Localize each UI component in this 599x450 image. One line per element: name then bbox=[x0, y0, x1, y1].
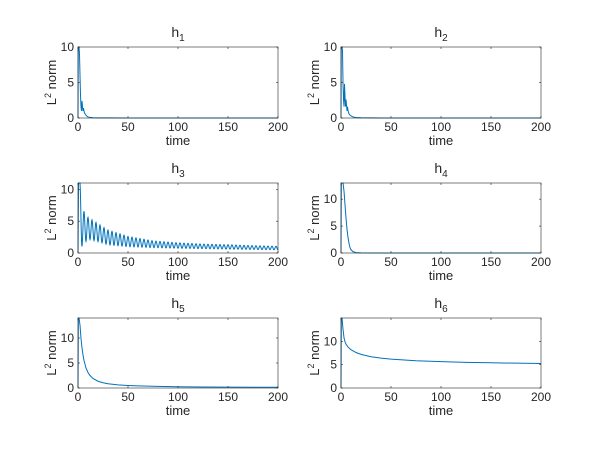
x-tick-label: 200 bbox=[268, 390, 288, 404]
plot-area bbox=[341, 318, 541, 388]
x-axis-label: time bbox=[429, 133, 454, 148]
y-axis-label: L2 norm bbox=[306, 330, 322, 375]
y-tick-label: 10 bbox=[61, 40, 75, 54]
x-tick-label: 100 bbox=[431, 390, 451, 404]
y-tick-label: 10 bbox=[61, 331, 75, 345]
x-tick-label: 50 bbox=[121, 255, 135, 269]
subplot-1: 0 50 100 150 200 0 5 10 time L2 norm h1 bbox=[43, 24, 288, 148]
x-tick-label: 150 bbox=[481, 390, 501, 404]
subplot-title: h1 bbox=[171, 24, 185, 44]
x-tick-label: 200 bbox=[268, 255, 288, 269]
plot-area bbox=[341, 183, 541, 253]
y-axis-label: L2 norm bbox=[43, 60, 59, 105]
subplot-6: 0 50 100 150 200 0 5 10 time L2 norm h6 bbox=[306, 295, 551, 418]
x-tick-label: 150 bbox=[481, 120, 501, 134]
y-axis-label: L2 norm bbox=[306, 60, 322, 105]
y-tick-label: 10 bbox=[61, 182, 75, 196]
x-tick-label: 200 bbox=[531, 390, 551, 404]
x-tick-label: 50 bbox=[121, 390, 135, 404]
x-axis-label: time bbox=[429, 403, 454, 418]
x-tick-label: 100 bbox=[168, 120, 188, 134]
subplot-title: h2 bbox=[434, 24, 448, 44]
plot-area bbox=[78, 318, 278, 388]
y-tick-label: 0 bbox=[67, 111, 74, 125]
y-tick-label: 10 bbox=[324, 192, 338, 206]
y-tick-label: 5 bbox=[67, 214, 74, 228]
y-axis-label: L2 norm bbox=[43, 330, 59, 375]
x-tick-label: 150 bbox=[481, 255, 501, 269]
x-tick-label: 0 bbox=[75, 120, 82, 134]
x-tick-label: 100 bbox=[168, 390, 188, 404]
x-tick-label: 100 bbox=[168, 255, 188, 269]
x-tick-label: 200 bbox=[268, 120, 288, 134]
x-tick-label: 50 bbox=[121, 120, 135, 134]
subplot-2: 0 50 100 150 200 0 5 10 time L2 norm h2 bbox=[306, 24, 551, 148]
series-line bbox=[77, 182, 279, 254]
x-tick-label: 200 bbox=[531, 120, 551, 134]
x-tick-label: 100 bbox=[431, 255, 451, 269]
y-tick-label: 5 bbox=[330, 76, 337, 90]
subplot-4: 0 50 100 150 200 0 5 10 time L2 norm h4 bbox=[306, 160, 551, 283]
subplot-5: 0 50 100 150 200 0 5 10 time L2 norm h5 bbox=[43, 295, 288, 418]
series-line bbox=[340, 317, 542, 389]
x-tick-label: 200 bbox=[531, 255, 551, 269]
subplot-title: h3 bbox=[171, 160, 185, 180]
x-tick-label: 0 bbox=[75, 255, 82, 269]
subplot-3: 0 50 100 150 200 0 5 10 time L2 norm h3 bbox=[43, 160, 288, 283]
x-tick-label: 150 bbox=[218, 255, 238, 269]
subplot-title: h6 bbox=[434, 295, 448, 315]
x-axis-label: time bbox=[166, 268, 191, 283]
y-tick-label: 5 bbox=[67, 356, 74, 370]
y-tick-label: 5 bbox=[330, 219, 337, 233]
x-tick-label: 100 bbox=[431, 120, 451, 134]
y-tick-label: 5 bbox=[67, 76, 74, 90]
x-tick-label: 0 bbox=[75, 390, 82, 404]
y-tick-label: 0 bbox=[330, 381, 337, 395]
y-axis-label: L2 norm bbox=[43, 195, 59, 240]
x-axis-label: time bbox=[429, 268, 454, 283]
plot-area bbox=[78, 183, 278, 253]
x-tick-label: 0 bbox=[338, 390, 345, 404]
x-tick-label: 50 bbox=[384, 390, 398, 404]
x-tick-label: 50 bbox=[384, 255, 398, 269]
x-tick-label: 150 bbox=[218, 120, 238, 134]
series-line bbox=[77, 317, 279, 389]
y-tick-label: 0 bbox=[67, 246, 74, 260]
y-tick-label: 0 bbox=[330, 246, 337, 260]
x-axis-label: time bbox=[166, 133, 191, 148]
x-tick-label: 150 bbox=[218, 390, 238, 404]
y-axis-label: L2 norm bbox=[306, 195, 322, 240]
y-tick-label: 0 bbox=[67, 381, 74, 395]
plot-area bbox=[78, 47, 278, 118]
x-axis-label: time bbox=[166, 403, 191, 418]
y-tick-label: 10 bbox=[324, 334, 338, 348]
x-tick-label: 0 bbox=[338, 255, 345, 269]
y-tick-label: 5 bbox=[330, 358, 337, 372]
plot-area bbox=[341, 47, 541, 118]
x-tick-label: 0 bbox=[338, 120, 345, 134]
x-tick-label: 50 bbox=[384, 120, 398, 134]
subplot-title: h5 bbox=[171, 295, 185, 315]
y-tick-label: 0 bbox=[330, 111, 337, 125]
subplot-title: h4 bbox=[434, 160, 448, 180]
y-tick-label: 10 bbox=[324, 40, 338, 54]
